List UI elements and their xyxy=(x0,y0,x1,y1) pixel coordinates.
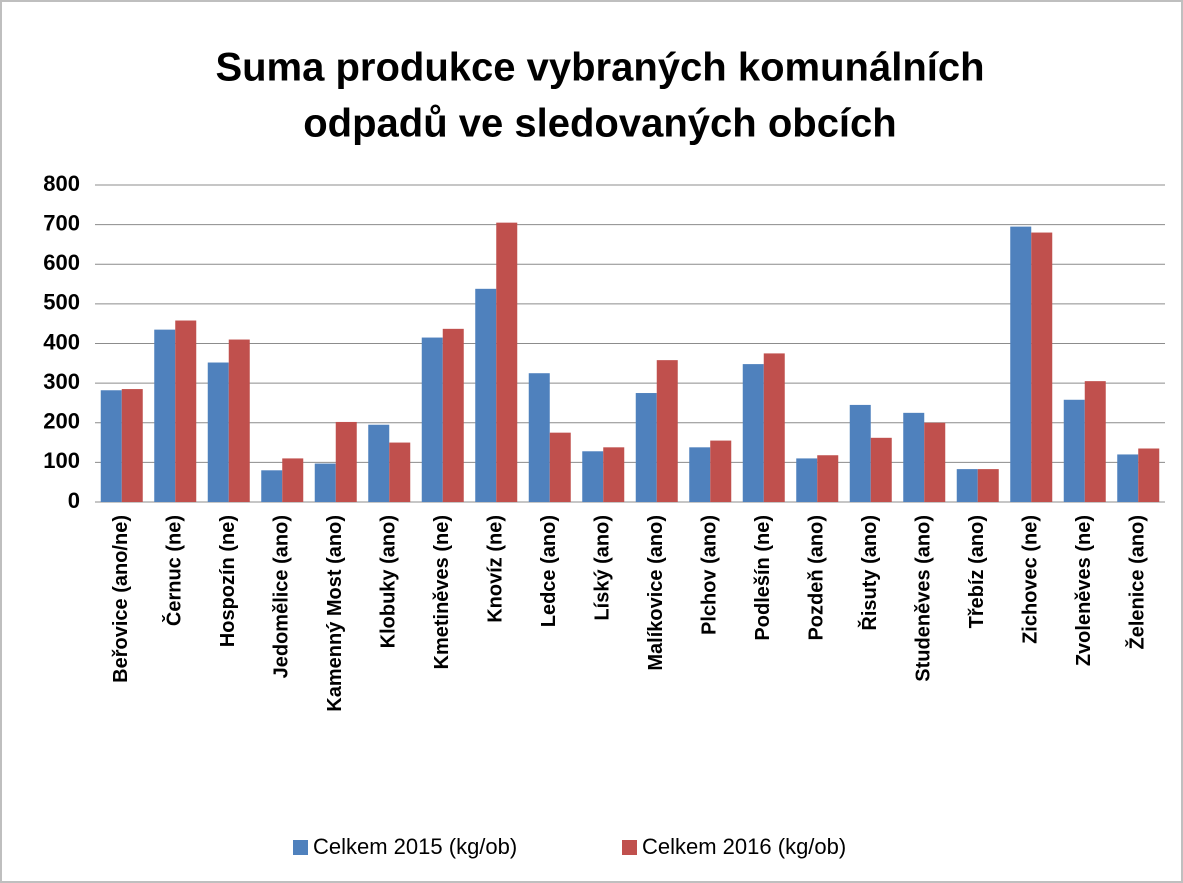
bar xyxy=(870,437,892,502)
bar xyxy=(389,442,411,502)
y-tick-label: 800 xyxy=(43,171,80,196)
x-tick-label: Knovíz (ne) xyxy=(485,515,507,623)
bar xyxy=(549,432,571,502)
bar xyxy=(817,455,839,502)
y-tick-label: 0 xyxy=(68,488,80,513)
bar xyxy=(207,362,229,502)
chart-title: odpadů ve sledovaných obcích xyxy=(303,102,896,146)
bar xyxy=(475,288,497,502)
bar xyxy=(710,440,732,502)
bar xyxy=(228,339,250,502)
y-tick-label: 500 xyxy=(43,290,80,315)
bar xyxy=(282,458,304,502)
bar xyxy=(1031,232,1053,503)
bar xyxy=(656,360,678,502)
bar xyxy=(100,390,122,502)
y-tick-label: 600 xyxy=(43,250,80,275)
bar xyxy=(796,458,818,502)
bar xyxy=(1138,448,1160,502)
x-tick-label: Řisuty (ano) xyxy=(857,515,881,631)
x-tick-label: Třebíz (ano) xyxy=(966,515,988,628)
x-tick-label: Ledce (ano) xyxy=(538,515,560,627)
x-tick-label: Jedomělice (ano) xyxy=(271,515,293,678)
bar xyxy=(635,393,657,502)
chart-title: Suma produkce vybraných komunálních xyxy=(215,46,984,90)
bar xyxy=(956,469,978,502)
bar xyxy=(903,412,925,502)
bar xyxy=(849,404,871,502)
x-tick-label: Plchov (ano) xyxy=(699,515,721,635)
bar xyxy=(742,364,764,502)
bar xyxy=(924,422,946,502)
bar xyxy=(1084,381,1106,502)
x-tick-label: Podlešín (ne) xyxy=(752,515,774,641)
legend-label: Celkem 2015 (kg/ob) xyxy=(313,834,517,859)
bar xyxy=(977,469,999,502)
bar xyxy=(314,463,336,502)
bar xyxy=(175,320,197,502)
legend-swatch xyxy=(622,840,637,855)
bar xyxy=(496,222,518,503)
bar xyxy=(1063,399,1085,502)
x-tick-label: Zichovec (ne) xyxy=(1020,515,1042,644)
y-tick-label: 700 xyxy=(43,210,80,235)
x-tick-label: Pozdeň (ano) xyxy=(806,515,828,641)
bar xyxy=(1010,226,1032,502)
bar xyxy=(261,470,283,502)
x-tick-label: Hospozín (ne) xyxy=(217,515,239,647)
bar xyxy=(528,373,550,502)
bar xyxy=(154,329,176,502)
bar xyxy=(121,389,143,502)
y-tick-label: 300 xyxy=(43,369,80,394)
x-tick-label: Kmetiněves (ne) xyxy=(431,515,453,670)
bar xyxy=(421,337,443,502)
y-tick-label: 400 xyxy=(43,329,80,354)
x-tick-label: Kamenný Most (ano) xyxy=(324,515,346,712)
x-tick-label: Beřovice (ano/ne) xyxy=(110,515,132,683)
y-tick-label: 200 xyxy=(43,409,80,434)
x-tick-label: Studeněves (ano) xyxy=(913,515,935,682)
bar xyxy=(335,421,357,502)
bar xyxy=(763,353,785,502)
bar xyxy=(603,447,625,502)
x-tick-label: Černuc (ne) xyxy=(162,515,186,626)
bar xyxy=(689,447,711,502)
x-tick-label: Líský (ano) xyxy=(592,515,614,621)
legend-label: Celkem 2016 (kg/ob) xyxy=(642,834,846,859)
legend-swatch xyxy=(293,840,308,855)
bar xyxy=(368,424,390,502)
x-tick-label: Zvoleněves (ne) xyxy=(1073,515,1095,666)
y-tick-label: 100 xyxy=(43,448,80,473)
bar xyxy=(582,451,604,502)
x-tick-label: Želenice (ano) xyxy=(1125,515,1149,649)
bar xyxy=(442,328,464,502)
x-tick-label: Malíkovice (ano) xyxy=(645,515,667,671)
x-tick-label: Klobuky (ano) xyxy=(378,515,400,648)
bar xyxy=(1117,454,1139,502)
